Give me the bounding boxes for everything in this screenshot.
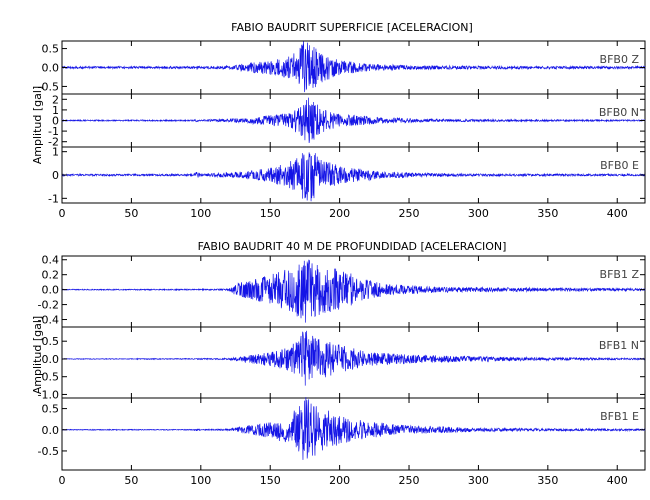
y-tick-label: -0.5 [38, 371, 59, 384]
y-tick-label: 0 [52, 115, 59, 128]
panel-0-1: 210-1-2 BFB0 N [48, 93, 646, 149]
panel-1-1: 0.5 0.0 -0.5 -1.0 BFB1 N [38, 326, 646, 401]
x-tick-label: 0 [59, 207, 66, 220]
y-tick-label: -0.4 [38, 314, 59, 327]
x-tick-label: 50 [124, 474, 138, 487]
channel-label: BFB1 Z [600, 268, 640, 281]
channel-label: BFB0 N [599, 106, 639, 119]
surface-acceleration-chart: FABIO BAUDRIT SUPERFICIE [ACELERACION] A… [31, 21, 646, 220]
x-tick-label: 250 [399, 474, 420, 487]
y-tick-label: -1.0 [38, 388, 59, 401]
waveform-trace [61, 152, 646, 202]
y-axis-label-surface: Amplitud [gal] [31, 86, 44, 164]
y-axis-label-depth: Amplitud [gal] [31, 316, 44, 394]
x-tick-label: 100 [190, 207, 211, 220]
x-tick-label: 50 [124, 207, 138, 220]
y-tick-label: 0.0 [42, 62, 60, 75]
y-tick-label: -0.5 [38, 445, 59, 458]
panel-1-2: 0.5 0.0 -0.5 BFB1 E [38, 397, 646, 471]
y-tick-label: 1 [52, 104, 59, 117]
y-tick-label: 0 [52, 169, 59, 182]
chart-title-depth: FABIO BAUDRIT 40 M DE PROFUNDIDAD [ACELE… [198, 240, 507, 253]
x-tick-label: 300 [468, 207, 489, 220]
y-tick-label: 0.0 [42, 284, 60, 297]
x-tick-label: 200 [329, 207, 350, 220]
panel-frame [61, 397, 646, 471]
x-tick-label: 150 [260, 474, 281, 487]
waveform-trace [61, 97, 646, 144]
panel-frame [61, 326, 646, 399]
y-tick-label: 1 [52, 146, 59, 159]
x-tick-label: 400 [607, 474, 628, 487]
y-tick-label: -1 [48, 125, 59, 138]
y-tick-label: 0.4 [42, 254, 60, 267]
y-tick-label: 2 [52, 93, 59, 106]
depth-acceleration-chart: FABIO BAUDRIT 40 M DE PROFUNDIDAD [ACELE… [31, 240, 646, 487]
x-tick-label: 300 [468, 474, 489, 487]
y-tick-label: 0.5 [42, 335, 60, 348]
x-tick-label: 250 [399, 207, 420, 220]
x-tick-label: 100 [190, 474, 211, 487]
x-tick-label: 350 [537, 474, 558, 487]
y-tick-label: -2 [48, 136, 59, 149]
y-tick-label: -0.5 [38, 80, 59, 93]
x-tick-label: 0 [59, 474, 66, 487]
panel-0-2: 1 0 -1 BFB0 E [48, 146, 646, 205]
x-tick-label: 350 [537, 207, 558, 220]
y-tick-label: 0.5 [42, 43, 60, 56]
x-tick-label: 400 [607, 207, 628, 220]
y-tick-label: 0.2 [42, 269, 60, 282]
y-tick-label: -1 [48, 192, 59, 205]
y-tick-label: -0.2 [38, 299, 59, 312]
x-tick-label: 150 [260, 207, 281, 220]
x-tick-label: 200 [329, 474, 350, 487]
y-tick-label: 0.5 [42, 403, 60, 416]
waveform-trace [61, 41, 646, 93]
waveform-trace [61, 397, 646, 460]
chart-title-surface: FABIO BAUDRIT SUPERFICIE [ACELERACION] [231, 21, 473, 34]
panel-0-0: 0.5 0.0 -0.5 BFB0 Z [38, 40, 646, 95]
waveform-trace [61, 330, 646, 386]
panel-1-0: 0.4 0.2 0.0 -0.2 -0.4 BFB1 Z [38, 254, 646, 328]
channel-label: BFB0 Z [600, 53, 640, 66]
channel-label: BFB1 N [599, 339, 639, 352]
channel-label: BFB1 E [600, 410, 639, 423]
y-tick-label: 0.0 [42, 424, 60, 437]
channel-label: BFB0 E [600, 159, 639, 172]
waveform-trace [61, 259, 646, 323]
y-tick-label: 0.0 [42, 353, 60, 366]
